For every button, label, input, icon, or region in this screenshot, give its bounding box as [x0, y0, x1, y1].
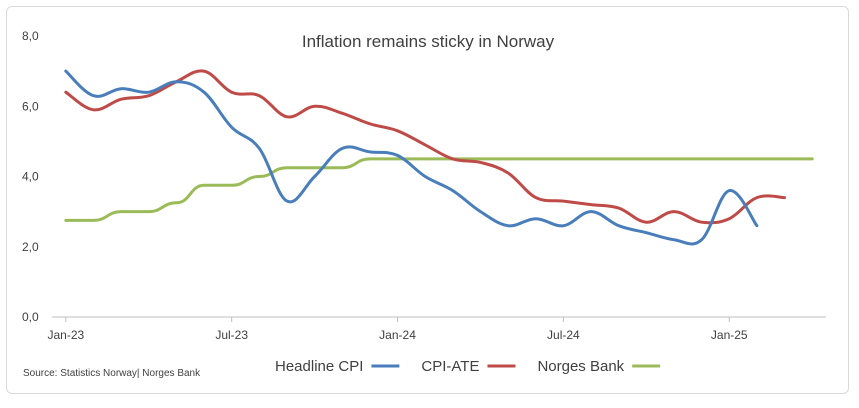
y-tick-label: 6,0 — [22, 99, 39, 113]
series-line-norges-bank — [64, 157, 814, 222]
chart-frame — [6, 6, 849, 394]
y-tick-label: 0,0 — [22, 310, 39, 324]
source-note: Source: Statistics Norway| Norges Bank — [23, 368, 201, 379]
x-tick-label: Jul-23 — [215, 328, 248, 342]
y-tick-label: 4,0 — [22, 170, 39, 184]
y-tick-label: 8,0 — [22, 29, 39, 43]
x-axis: Jan-23 Jul-23 Jan-24 Jul-24 Jan-25 — [47, 316, 826, 342]
x-tick-label: Jan-23 — [47, 328, 84, 342]
x-tick-label: Jan-25 — [711, 328, 748, 342]
legend-label: Norges Bank — [537, 358, 624, 375]
series-line-headline-cpi — [64, 69, 759, 246]
series-layer — [64, 69, 814, 246]
chart-title: Inflation remains sticky in Norway — [302, 32, 555, 51]
x-tick-label: Jan-24 — [379, 328, 416, 342]
legend: Headline CPI CPI-ATE Norges Bank — [275, 358, 661, 375]
legend-item-cpi-ate: CPI-ATE — [421, 358, 516, 375]
y-tick-label: 2,0 — [22, 240, 39, 254]
legend-item-norges-bank: Norges Bank — [537, 358, 661, 375]
y-axis: 0,0 2,0 4,0 6,0 8,0 — [22, 29, 39, 324]
x-tick-label: Jul-24 — [547, 328, 580, 342]
legend-item-headline-cpi: Headline CPI — [275, 358, 400, 375]
series-line-cpi-ate — [64, 69, 786, 225]
legend-label: CPI-ATE — [421, 358, 479, 375]
legend-label: Headline CPI — [275, 358, 363, 375]
